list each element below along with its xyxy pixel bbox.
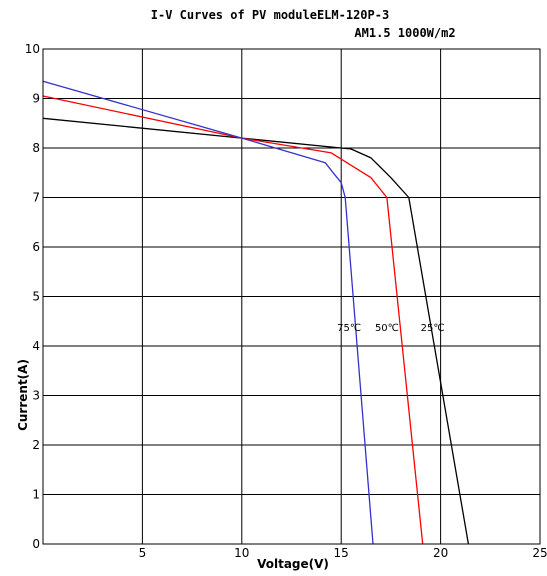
x-tick-label: 20 — [433, 546, 448, 560]
x-axis-label: Voltage(V) — [257, 557, 329, 571]
chart-title: I-V Curves of PV moduleELM-120P-3 — [151, 8, 389, 22]
x-tick-label: 25 — [532, 546, 547, 560]
y-tick-label: 10 — [25, 42, 40, 56]
x-tick-label: 10 — [234, 546, 249, 560]
x-tick-label: 5 — [139, 546, 147, 560]
y-tick-label: 0 — [32, 537, 40, 551]
y-axis-label: Current(A) — [16, 359, 30, 431]
series-line — [42, 95, 424, 545]
series-line — [42, 80, 374, 545]
y-tick-label: 7 — [32, 191, 40, 205]
series-line — [42, 117, 470, 545]
curve-annotation: 75℃ — [337, 323, 361, 334]
curve-annotation: 50℃ — [375, 323, 399, 334]
y-tick-label: 4 — [32, 339, 40, 353]
y-tick-label: 8 — [32, 141, 40, 155]
curve-annotation: 25℃ — [421, 323, 445, 334]
x-tick-label: 15 — [334, 546, 349, 560]
y-tick-label: 2 — [32, 438, 40, 452]
y-tick-label: 5 — [32, 290, 40, 304]
curve-annotations: 75℃ 50℃ 25℃ — [337, 323, 444, 334]
y-tick-label: 1 — [32, 488, 40, 502]
tick-labels: 5 10 15 20 25 0 1 2 3 4 5 6 7 8 9 10 — [25, 42, 547, 560]
series-lines — [42, 80, 470, 545]
grid-lines — [43, 48, 541, 545]
plot-frame — [42, 48, 541, 545]
y-tick-label: 6 — [32, 240, 40, 254]
chart-subtitle: AM1.5 1000W/m2 — [354, 26, 455, 40]
y-tick-label: 3 — [32, 389, 40, 403]
y-tick-label: 9 — [32, 92, 40, 106]
